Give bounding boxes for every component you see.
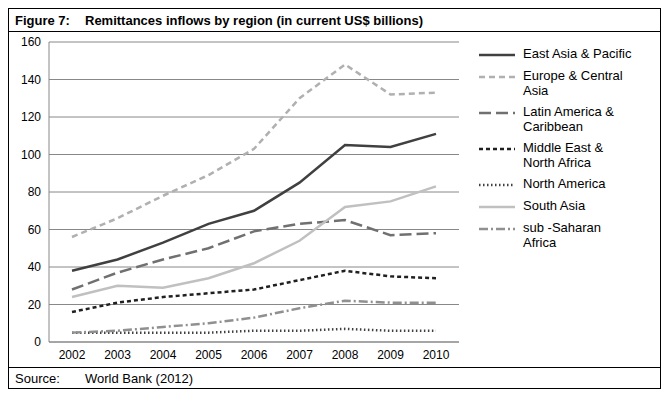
svg-text:60: 60 [28, 223, 42, 237]
svg-text:2007: 2007 [286, 348, 313, 362]
html-text:Latin America & Caribbean: Latin America & Caribbean [523, 104, 614, 134]
svg-text:140: 140 [21, 73, 41, 87]
svg-text:2006: 2006 [241, 348, 268, 362]
html-text:North America: North America [523, 176, 606, 191]
svg-text:100: 100 [21, 148, 41, 162]
svg-text:2002: 2002 [59, 348, 86, 362]
svg-text:0: 0 [34, 335, 41, 349]
html-text:Middle East & North Africa: Middle East & North Africa [523, 140, 604, 170]
svg-text:2005: 2005 [195, 348, 222, 362]
html-text:Figure 7:: Figure 7: [15, 12, 70, 28]
svg-text:2010: 2010 [423, 348, 450, 362]
svg-text:2009: 2009 [377, 348, 404, 362]
html-text:East Asia & Pacific: East Asia & Pacific [523, 46, 632, 61]
svg-text:2004: 2004 [150, 348, 177, 362]
html-text:Source:: Source: [15, 370, 60, 386]
html-text:Europe & Central Asia: Europe & Central Asia [523, 68, 623, 98]
svg-text:2003: 2003 [104, 348, 131, 362]
svg-text:2008: 2008 [332, 348, 359, 362]
html-text:sub -Saharan Africa: sub -Saharan Africa [523, 220, 602, 250]
svg-text:80: 80 [28, 185, 42, 199]
svg-text:20: 20 [28, 298, 42, 312]
html-text:South Asia: South Asia [523, 198, 586, 213]
html-text:World Bank (2012): World Bank (2012) [85, 370, 194, 386]
html-text:Remittances inflows by region: Remittances inflows by region (in curren… [85, 12, 424, 28]
svg-text:120: 120 [21, 110, 41, 124]
svg-text:40: 40 [28, 260, 42, 274]
svg-text:160: 160 [21, 35, 41, 49]
